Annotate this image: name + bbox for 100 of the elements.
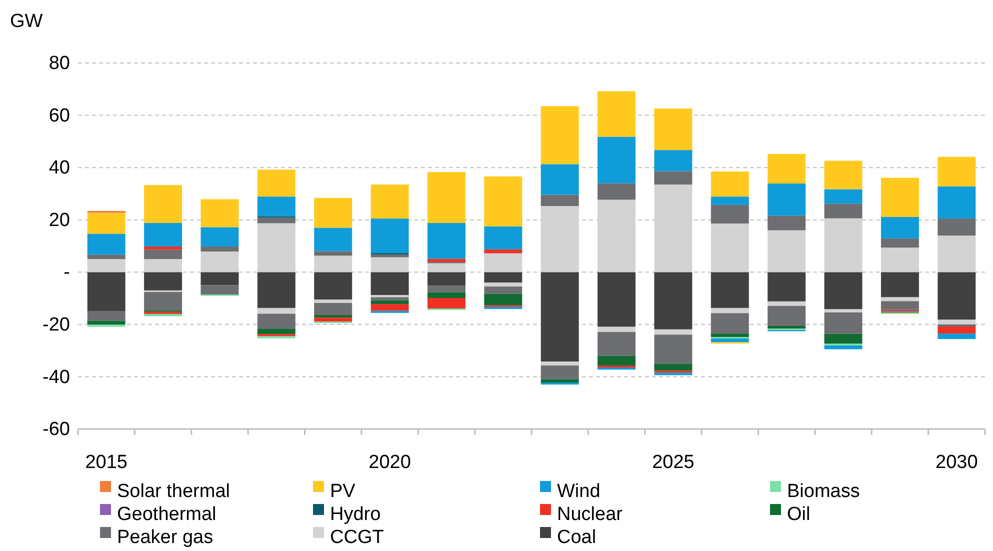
bar (938, 186, 976, 219)
bar (938, 334, 976, 340)
bar (540, 194, 579, 206)
bar (314, 315, 352, 318)
bar (484, 306, 522, 310)
bar (257, 308, 296, 314)
bar (598, 365, 636, 368)
bar (768, 216, 806, 230)
bar (144, 250, 182, 260)
bar (938, 320, 976, 324)
legend-label: CCGT (330, 527, 384, 548)
bar (87, 212, 126, 234)
bar (200, 251, 239, 272)
y-tick-label: -40 (42, 366, 70, 388)
bar (654, 272, 692, 330)
bar (484, 286, 522, 294)
bar (370, 272, 409, 296)
bar (824, 160, 862, 190)
bar (824, 189, 862, 204)
bar (540, 365, 579, 380)
bar (257, 314, 296, 329)
bar (540, 382, 579, 385)
bar (427, 298, 466, 308)
bar (144, 259, 182, 272)
bar (484, 249, 522, 254)
bar (710, 204, 749, 224)
bar (768, 184, 806, 216)
bar (144, 246, 182, 250)
bar (880, 248, 919, 272)
bar (87, 259, 126, 272)
bar (370, 254, 409, 258)
bar (598, 326, 636, 332)
bar (484, 176, 522, 226)
bar (314, 198, 352, 228)
bar (427, 222, 466, 259)
bar (654, 184, 692, 272)
bar (87, 254, 126, 260)
bar (654, 334, 692, 364)
bar (370, 304, 409, 311)
bar (710, 338, 749, 342)
bar (598, 332, 636, 356)
bar (200, 199, 239, 228)
bar (314, 318, 352, 322)
bar (710, 224, 749, 272)
bar (427, 286, 466, 292)
bar (710, 196, 749, 205)
legend-label: Geothermal (117, 504, 216, 526)
y-tick-label: -60 (42, 419, 70, 440)
bar (257, 218, 296, 224)
x-tick-label: 2020 (368, 452, 411, 473)
bar (87, 272, 126, 312)
bar (144, 292, 182, 311)
bar (880, 178, 919, 217)
bar (257, 223, 296, 272)
bar (824, 334, 862, 344)
bar (257, 170, 296, 197)
bar (427, 292, 466, 298)
bar (768, 154, 806, 184)
y-tick-label: 80 (48, 53, 70, 74)
bar (710, 313, 749, 334)
bar (540, 206, 579, 272)
y-tick-label: - (64, 262, 70, 284)
bar (880, 301, 919, 310)
x-tick-label: 2030 (936, 452, 978, 473)
legend-label: Coal (557, 527, 596, 548)
bar (144, 272, 182, 290)
bar (370, 218, 409, 254)
bar (768, 306, 806, 326)
bar (938, 236, 976, 272)
bar (484, 226, 522, 250)
bar (427, 172, 466, 223)
bar (540, 106, 579, 164)
bar (938, 272, 976, 320)
bar (768, 301, 806, 306)
bar (824, 204, 862, 218)
bar (824, 272, 862, 310)
bar (768, 326, 806, 329)
bar (257, 196, 296, 216)
bar (880, 297, 919, 302)
bar (654, 364, 692, 371)
bar (257, 272, 296, 308)
legend-label: Biomass (787, 481, 860, 502)
bar (824, 309, 862, 312)
bar (370, 257, 409, 272)
bar (370, 297, 409, 300)
bar (598, 272, 636, 327)
bar (654, 150, 692, 172)
bar (540, 362, 579, 366)
bar (710, 308, 749, 314)
bar (314, 228, 352, 252)
legend-label: Oil (787, 504, 810, 526)
bar (938, 324, 976, 327)
legend-label: Hydro (330, 504, 381, 526)
bar (880, 272, 919, 298)
bar (710, 171, 749, 197)
bar (200, 285, 239, 295)
bar (598, 200, 636, 272)
bar (540, 272, 579, 362)
bar (654, 171, 692, 185)
y-tick-label: -20 (42, 314, 70, 336)
